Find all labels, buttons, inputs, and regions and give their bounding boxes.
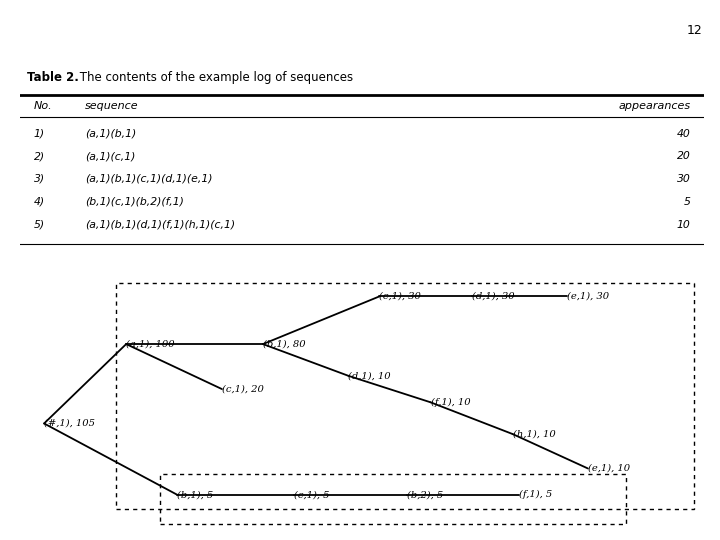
Text: (a,1)(b,1): (a,1)(b,1): [85, 129, 136, 139]
Text: (d,1), 30: (d,1), 30: [472, 292, 514, 301]
Text: (c,1), 30: (c,1), 30: [379, 292, 421, 301]
Bar: [161, 474, 626, 524]
Text: (a,1)(b,1)(c,1)(d,1)(e,1): (a,1)(b,1)(c,1)(d,1)(e,1): [85, 173, 212, 184]
Text: (a,1), 100: (a,1), 100: [126, 340, 175, 349]
Text: 30: 30: [677, 173, 690, 184]
Text: (f,1), 10: (f,1), 10: [431, 398, 470, 407]
Text: (c,1), 20: (c,1), 20: [222, 384, 264, 394]
Text: 5): 5): [34, 220, 45, 229]
Text: (c,1), 5: (c,1), 5: [294, 490, 329, 500]
Text: (b,1), 5: (b,1), 5: [177, 490, 214, 500]
Text: 4): 4): [34, 197, 45, 207]
Text: (f,1), 5: (f,1), 5: [520, 490, 553, 500]
Text: Table 2.: Table 2.: [27, 71, 79, 84]
Text: No.: No.: [34, 101, 53, 111]
Text: (e,1), 30: (e,1), 30: [567, 292, 610, 301]
Bar: [116, 283, 694, 509]
Text: 3): 3): [34, 173, 45, 184]
Text: appearances: appearances: [618, 101, 690, 111]
Text: (e,1), 10: (e,1), 10: [588, 464, 630, 473]
Text: 5: 5: [683, 197, 690, 207]
Text: 20: 20: [677, 151, 690, 161]
Text: (a,1)(b,1)(d,1)(f,1)(h,1)(c,1): (a,1)(b,1)(d,1)(f,1)(h,1)(c,1): [85, 220, 235, 229]
Text: 40: 40: [677, 129, 690, 139]
Text: 12: 12: [686, 24, 702, 37]
Text: The contents of the example log of sequences: The contents of the example log of seque…: [76, 71, 354, 84]
Text: 1): 1): [34, 129, 45, 139]
Text: (h,1), 10: (h,1), 10: [513, 429, 555, 438]
Text: Aggregated Logs: The basic internal representation in WUM: Aggregated Logs: The basic internal repr…: [30, 24, 593, 42]
Text: (b,2), 5: (b,2), 5: [407, 490, 443, 500]
Text: (b,1), 80: (b,1), 80: [263, 340, 305, 349]
Text: (b,1)(c,1)(b,2)(f,1): (b,1)(c,1)(b,2)(f,1): [85, 197, 184, 207]
Text: (d,1), 10: (d,1), 10: [348, 372, 391, 380]
Text: sequence: sequence: [85, 101, 139, 111]
Text: (a,1)(c,1): (a,1)(c,1): [85, 151, 135, 161]
Text: 10: 10: [677, 220, 690, 229]
Text: (#,1), 105: (#,1), 105: [44, 419, 95, 428]
Text: 2): 2): [34, 151, 45, 161]
